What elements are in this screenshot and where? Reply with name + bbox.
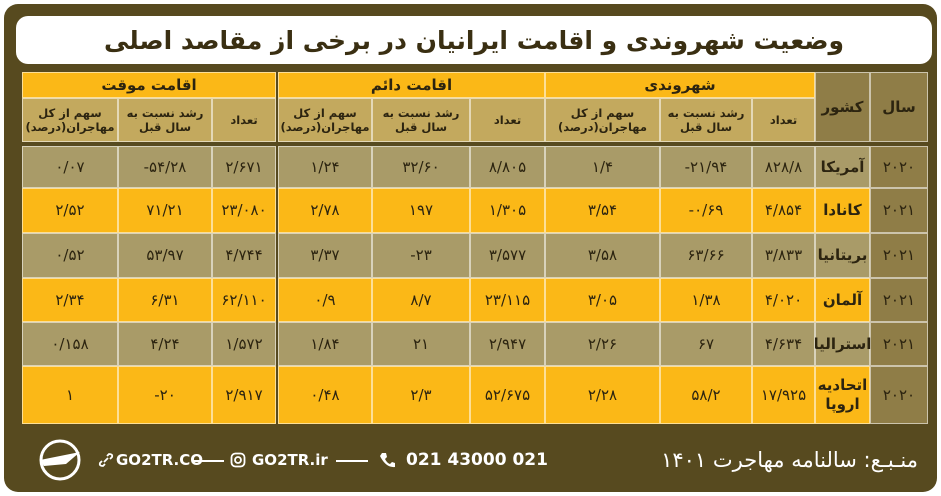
- title: وضعیت شهروندی و اقامت ایرانیان در برخی ا…: [16, 16, 932, 64]
- value-cell: ۲۳/۱۱۵: [470, 278, 545, 322]
- value-cell: ۲/۵۲: [22, 188, 118, 233]
- value-cell: ۰/۴۸: [278, 366, 372, 424]
- country-cell: آمریکا: [815, 146, 870, 188]
- value-cell: ۲/۹۴۷: [470, 322, 545, 366]
- footer: منـبـع: سالنامه مهاجرت ۱۴۰۱ 021 43000 02…: [16, 434, 932, 486]
- value-cell: ۲/۳: [372, 366, 470, 424]
- value-cell: ۶۷: [660, 322, 752, 366]
- column-header: رشد نسبت به سال قبل: [118, 98, 212, 142]
- value-cell: ۳/۳۷: [278, 233, 372, 278]
- value-cell: -۲۳: [372, 233, 470, 278]
- value-cell: ۴/۰۲۰: [752, 278, 815, 322]
- value-cell: ۲۳/۰۸۰: [212, 188, 276, 233]
- year-cell: ۲۰۲۱: [870, 322, 928, 366]
- value-cell: ۳/۵۴: [545, 188, 660, 233]
- group-header: اقامت موقت: [22, 72, 276, 98]
- country-cell: استرالیا: [814, 322, 871, 366]
- logo: [39, 439, 81, 481]
- column-header: سهم از کل مهاجران(درصد): [545, 98, 660, 142]
- value-cell: ۰/۰۷: [22, 146, 118, 188]
- column-header: تعداد: [470, 98, 545, 142]
- value-cell: ۱/۵۷۲: [212, 322, 276, 366]
- value-cell: ۲/۷۸: [278, 188, 372, 233]
- value-cell: ۱/۸۴: [278, 322, 372, 366]
- site: GO2TR.ir: [252, 451, 328, 469]
- value-cell: ۳۲/۶۰: [372, 146, 470, 188]
- country-header: کشور: [815, 72, 870, 142]
- value-cell: ۱/۲۴: [278, 146, 372, 188]
- value-cell: ۲/۳۴: [22, 278, 118, 322]
- value-cell: ۳/۵۸: [545, 233, 660, 278]
- value-cell: ۸/۷: [372, 278, 470, 322]
- value-cell: ۳/۵۷۷: [470, 233, 545, 278]
- value-cell: ۷۱/۲۱: [118, 188, 212, 233]
- value-cell: ۰/۱۵۸: [22, 322, 118, 366]
- value-cell: ۸/۸۰۵: [470, 146, 545, 188]
- value-cell: -۲۰: [118, 366, 212, 424]
- country-cell: کانادا: [815, 188, 870, 233]
- column-header: تعداد: [752, 98, 815, 142]
- value-cell: ۵۸/۲: [660, 366, 752, 424]
- year-cell: ۲۰۲۰: [870, 146, 928, 188]
- column-header: سهم از کل مهاجران(درصد): [278, 98, 372, 142]
- value-cell: ۰/۹: [278, 278, 372, 322]
- value-cell: ۲/۲۸: [545, 366, 660, 424]
- site2: GO2TR.CO: [116, 451, 204, 469]
- group-header: شهروندی: [545, 72, 815, 98]
- link-icon: [98, 453, 114, 467]
- column-header: رشد نسبت به سال قبل: [372, 98, 470, 142]
- year-header: سال: [870, 72, 928, 142]
- divider: [336, 460, 368, 462]
- column-header: رشد نسبت به سال قبل: [660, 98, 752, 142]
- value-cell: ۶۲/۱۱۰: [212, 278, 276, 322]
- country-cell: اتحادیه اروپا: [815, 366, 870, 424]
- value-cell: ۴/۷۴۴: [212, 233, 276, 278]
- value-cell: ۱۹۷: [372, 188, 470, 233]
- year-cell: ۲۰۲۱: [870, 188, 928, 233]
- country-cell: بریتانیا: [815, 233, 870, 278]
- value-cell: ۳/۸۳۳: [752, 233, 815, 278]
- value-cell: -۲۱/۹۴: [660, 146, 752, 188]
- column-header: سهم از کل مهاجران(درصد): [22, 98, 118, 142]
- group-header: اقامت دائم: [278, 72, 545, 98]
- instagram-icon: [230, 452, 246, 468]
- phone: 021 43000 021: [406, 450, 548, 470]
- value-cell: ۱۷/۹۲۵: [752, 366, 815, 424]
- phone-icon: [380, 453, 395, 468]
- year-cell: ۲۰۲۰: [870, 366, 928, 424]
- value-cell: ۲۱: [372, 322, 470, 366]
- year-cell: ۲۰۲۱: [870, 233, 928, 278]
- value-cell: ۳/۰۵: [545, 278, 660, 322]
- column-header: تعداد: [212, 98, 276, 142]
- value-cell: ۶۳/۶۶: [660, 233, 752, 278]
- value-cell: ۱/۴: [545, 146, 660, 188]
- value-cell: ۱: [22, 366, 118, 424]
- value-cell: ۲/۹۱۷: [212, 366, 276, 424]
- country-cell: آلمان: [815, 278, 870, 322]
- value-cell: ۰/۵۲: [22, 233, 118, 278]
- value-cell: ۲/۲۶: [545, 322, 660, 366]
- value-cell: -۵۴/۲۸: [118, 146, 212, 188]
- year-cell: ۲۰۲۱: [870, 278, 928, 322]
- value-cell: -۰/۶۹: [660, 188, 752, 233]
- source: منـبـع: سالنامه مهاجرت ۱۴۰۱: [661, 448, 918, 472]
- value-cell: ۲/۶۷۱: [212, 146, 276, 188]
- value-cell: ۵۲/۶۷۵: [470, 366, 545, 424]
- value-cell: ۶/۳۱: [118, 278, 212, 322]
- divider: [194, 460, 224, 462]
- value-cell: ۱/۳۸: [660, 278, 752, 322]
- value-cell: ۵۳/۹۷: [118, 233, 212, 278]
- value-cell: ۴/۲۴: [118, 322, 212, 366]
- value-cell: ۴/۶۳۴: [752, 322, 815, 366]
- value-cell: ۴/۸۵۴: [752, 188, 815, 233]
- background: وضعیت شهروندی و اقامت ایرانیان در برخی ا…: [4, 4, 937, 492]
- value-cell: ۸۲۸/۸: [752, 146, 815, 188]
- value-cell: ۱/۳۰۵: [470, 188, 545, 233]
